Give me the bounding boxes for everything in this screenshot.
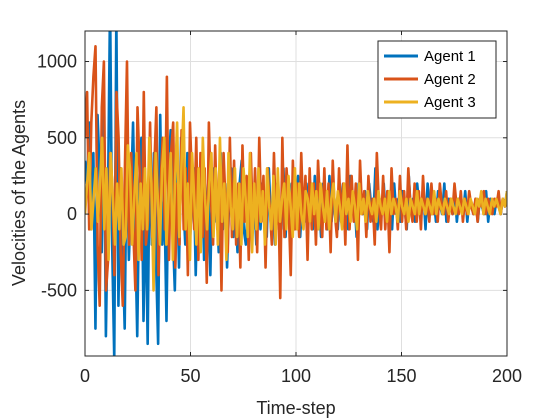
x-axis-label: Time-step [256, 398, 335, 418]
x-tick-label: 0 [80, 366, 90, 386]
legend: Agent 1 Agent 2 Agent 3 [377, 40, 497, 119]
plot-area [85, 31, 507, 356]
legend-entry-label: Agent 3 [424, 94, 476, 111]
x-tick-label: 100 [281, 366, 311, 386]
x-tick-label: 50 [180, 366, 200, 386]
legend-entry-label: Agent 2 [424, 71, 476, 88]
y-tick-label: 500 [47, 128, 77, 148]
series-layer [85, 31, 507, 356]
series-line-agent-3 [85, 105, 507, 292]
x-tick-label: 200 [492, 366, 522, 386]
y-tick-label: 1000 [37, 52, 77, 72]
x-tick-label: 150 [386, 366, 416, 386]
legend-entry-label: Agent 1 [424, 48, 476, 65]
y-axis-label: Velocities of the Agents [9, 100, 29, 286]
y-tick-label: -500 [41, 280, 77, 300]
axis-ticks: 0 50 100 150 200 -500 0 500 1000 [37, 31, 522, 386]
y-tick-label: 0 [67, 204, 77, 224]
